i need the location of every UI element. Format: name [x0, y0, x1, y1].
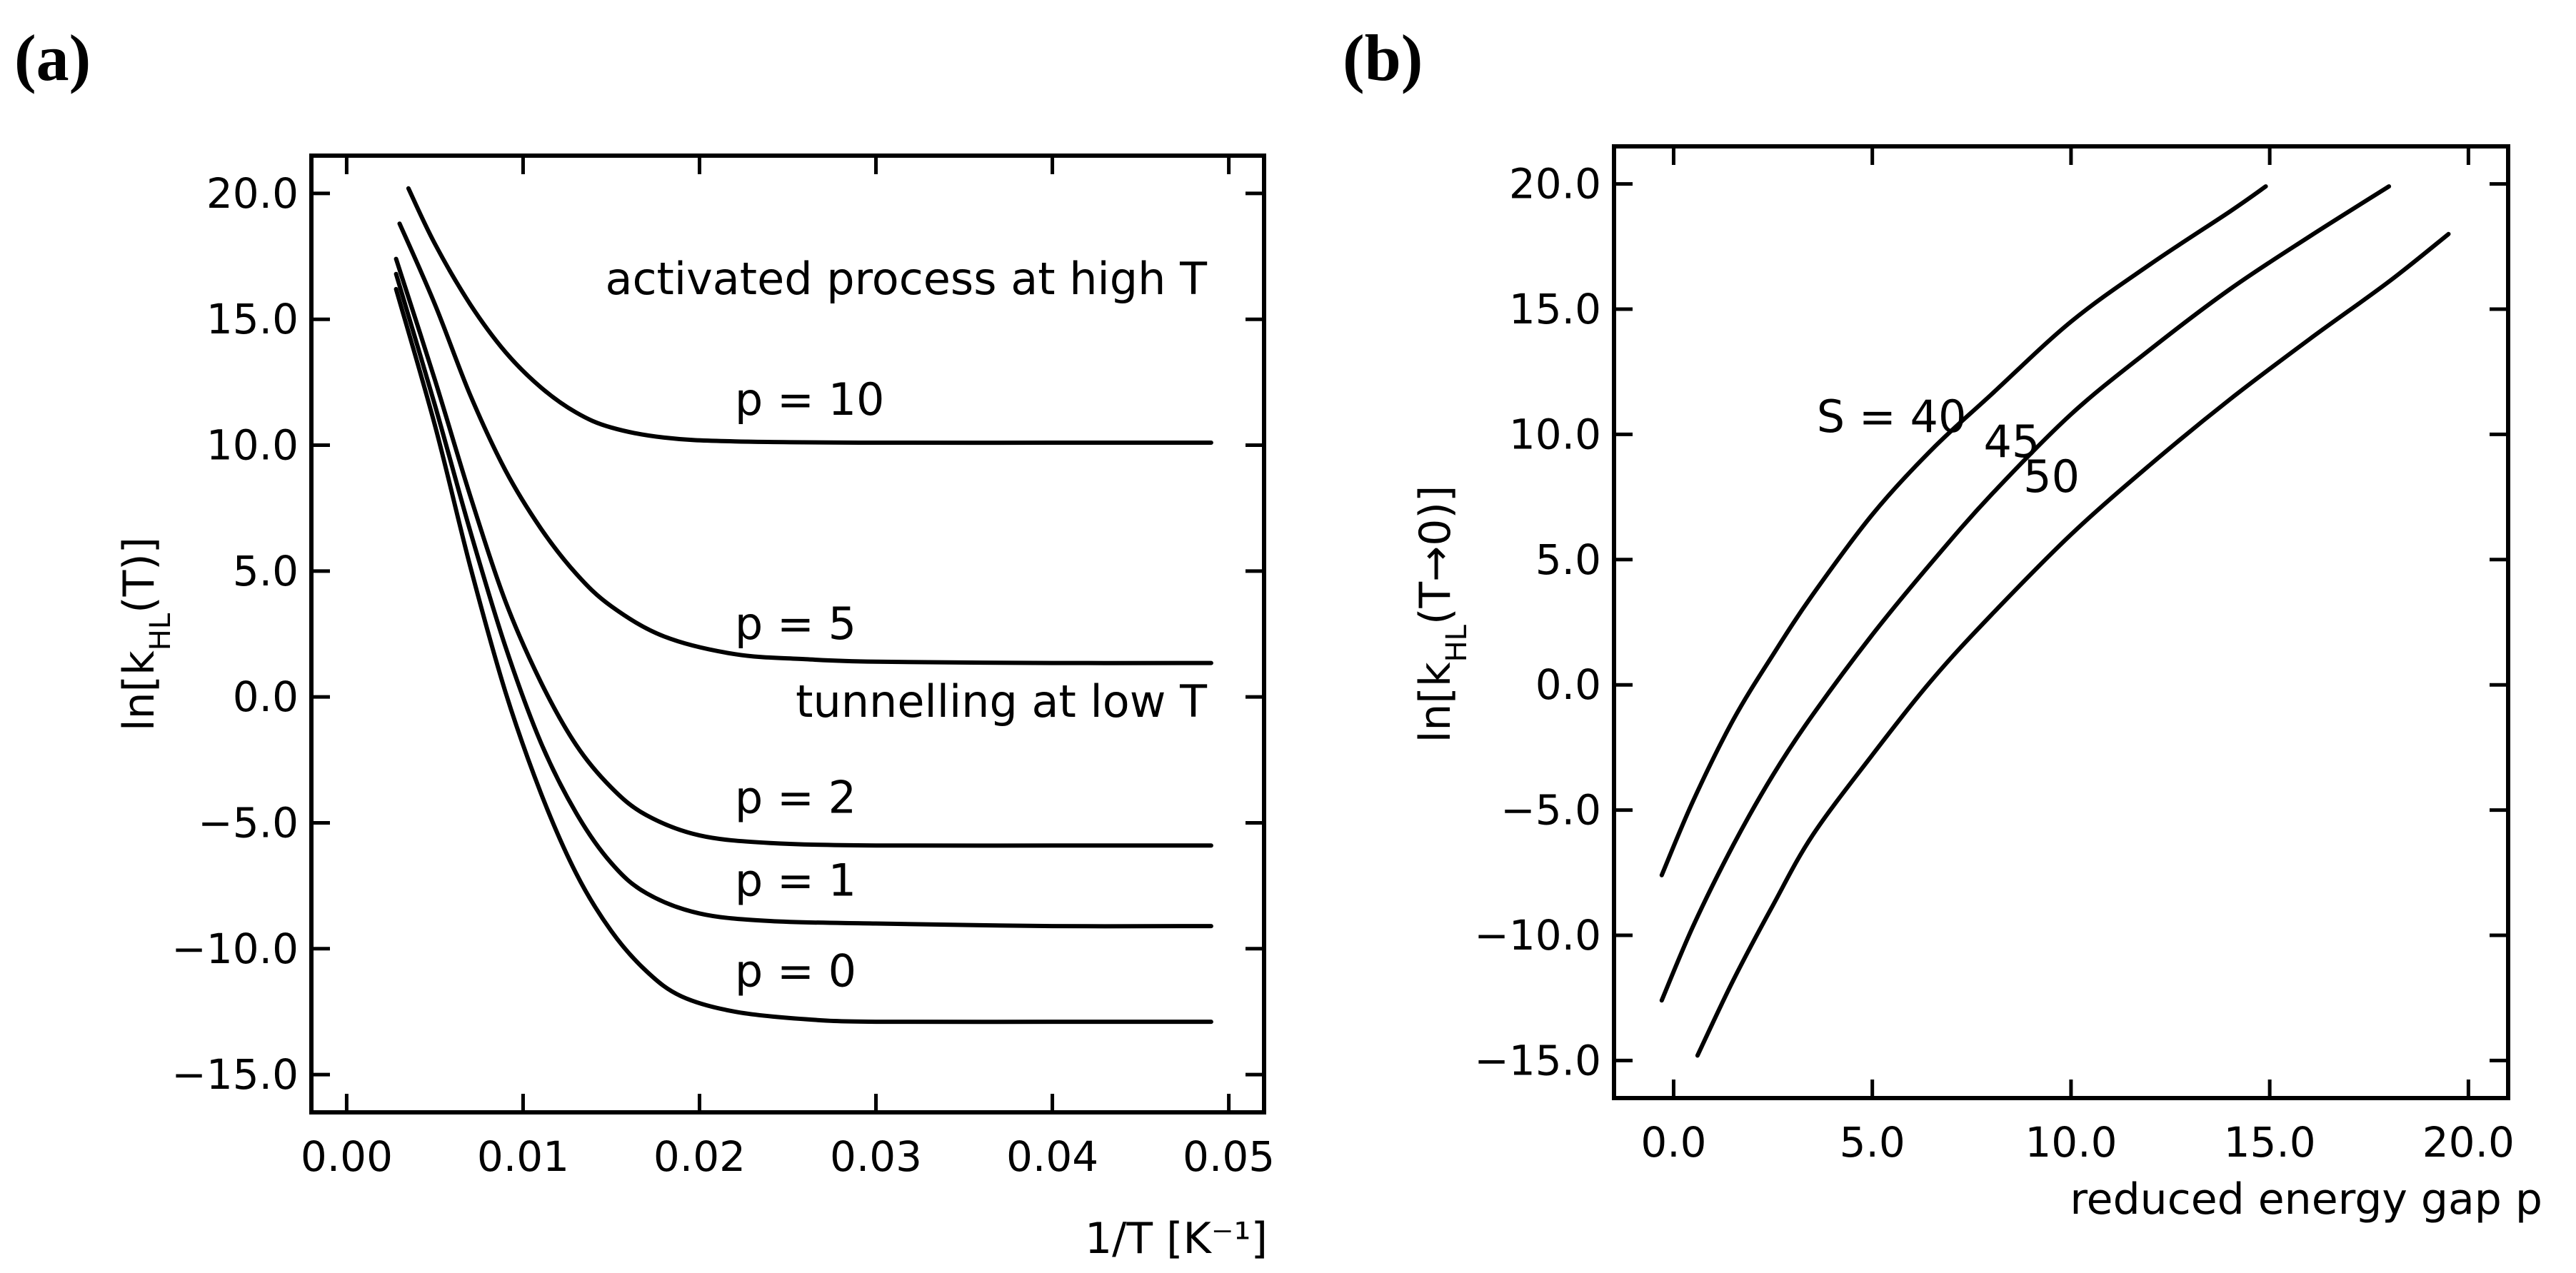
panel-b-x-tick-label: 0.0 — [1640, 1118, 1706, 1167]
panel-a-series-3-line — [394, 256, 1213, 848]
panel-a-y-tick-label: 20.0 — [206, 169, 299, 218]
panel-a-series-3-label: p = 2 — [735, 771, 856, 823]
panel-b-series-1-label: S = 40 — [1817, 391, 1967, 443]
panel-b-labels: −15.0 −10.0 −5.0 0.0 5.0 10.0 15.0 20.0 0.0 5.0 10… — [1474, 160, 2515, 1167]
panel-a-y-tick-label: 10.0 — [206, 421, 299, 470]
panel-b-x-tick-label: 5.0 — [1840, 1118, 1905, 1167]
panel-a-plot-frame — [309, 154, 1266, 1114]
panel-a-ticks — [311, 156, 1264, 1112]
panel-b-y-tick-label: −15.0 — [1474, 1036, 1601, 1085]
panel-b-plot-frame — [1612, 144, 2510, 1100]
panel-a-y-tick-label: −5.0 — [198, 798, 299, 847]
panel-b-y-tick-label: 0.0 — [1535, 660, 1601, 709]
annotation-tunnelling: tunnelling at low T — [796, 675, 1208, 728]
panel-a-curves — [394, 186, 1213, 1025]
panel-a-series-4-line — [394, 271, 1213, 929]
panel-a-series-1-line — [406, 186, 1213, 446]
panel-b-x-axis-title: reduced energy gap p — [2070, 1174, 2542, 1224]
panel-b-y-tick-label: −5.0 — [1500, 786, 1601, 835]
panel-b-ticks — [1614, 146, 2508, 1098]
panel-b-series-2-label: 45 — [1983, 416, 2040, 468]
panel-a-labels: −15.0 −10.0 −5.0 0.0 5.0 10.0 15.0 20.0 0.00 0.01… — [171, 169, 1275, 1181]
panel-b-series-2-line — [1659, 184, 2392, 1003]
panel-a-series-5-label: p = 0 — [735, 945, 856, 997]
panel-b-y-tick-label: 20.0 — [1509, 160, 1601, 208]
panel-a-series-2-label: p = 5 — [735, 598, 856, 650]
panel-b-letter: (b) — [1343, 21, 1423, 94]
panel-a-x-tick-label: 0.05 — [1183, 1132, 1275, 1181]
panel-b: (b) −15.0 −10.0 −5.0 0.0 5.0 10.0 15.0 20.0 0.0 5… — [1343, 21, 2542, 1224]
panel-b-series-1-line — [1659, 184, 2268, 877]
panel-b-x-tick-label: 20.0 — [2422, 1118, 2515, 1167]
panel-a: (a) −15.0 −10.0 −5.0 0.0 5.0 10.0 15.0 20.0 0.00… — [14, 21, 1275, 1264]
panel-b-y-tick-label: 5.0 — [1535, 535, 1601, 584]
panel-a-x-tick-label: 0.02 — [653, 1132, 746, 1181]
panel-a-x-axis-title: 1/T [K⁻¹] — [1085, 1214, 1268, 1264]
panel-a-y-tick-label: 5.0 — [233, 547, 299, 595]
panel-b-series-3-label: 50 — [2023, 451, 2080, 503]
annotation-activated-process: activated process at high T — [605, 253, 1208, 305]
panel-b-x-tick-label: 10.0 — [2025, 1118, 2117, 1167]
panel-a-y-tick-label: 0.0 — [233, 673, 299, 721]
panel-b-y-tick-label: −10.0 — [1474, 911, 1601, 960]
panel-a-series-5-line — [394, 286, 1213, 1025]
panel-b-y-tick-label: 10.0 — [1509, 410, 1601, 458]
panel-a-x-tick-label: 0.04 — [1006, 1132, 1098, 1181]
panel-b-curves — [1659, 184, 2451, 1058]
panel-b-y-tick-label: 15.0 — [1509, 285, 1601, 333]
panel-b-x-tick-label: 15.0 — [2224, 1118, 2316, 1167]
panel-a-x-tick-label: 0.00 — [301, 1132, 393, 1181]
panel-a-y-axis-title: ln[kHL(T)] — [114, 537, 177, 731]
panel-a-series-1-label: p = 10 — [735, 373, 885, 426]
panel-b-y-axis-title: ln[kHL(T→0)] — [1410, 485, 1473, 743]
panel-a-y-tick-label: 15.0 — [206, 295, 299, 343]
panel-b-series-3-line — [1695, 231, 2451, 1058]
panel-a-letter: (a) — [14, 21, 91, 94]
panel-a-x-tick-label: 0.03 — [830, 1132, 922, 1181]
panel-a-series-4-label: p = 1 — [735, 855, 856, 907]
panel-a-y-tick-label: −15.0 — [171, 1050, 299, 1099]
panel-a-y-tick-label: −10.0 — [171, 925, 299, 973]
panel-a-series-2-line — [397, 221, 1213, 665]
panel-a-x-tick-label: 0.01 — [477, 1132, 569, 1181]
